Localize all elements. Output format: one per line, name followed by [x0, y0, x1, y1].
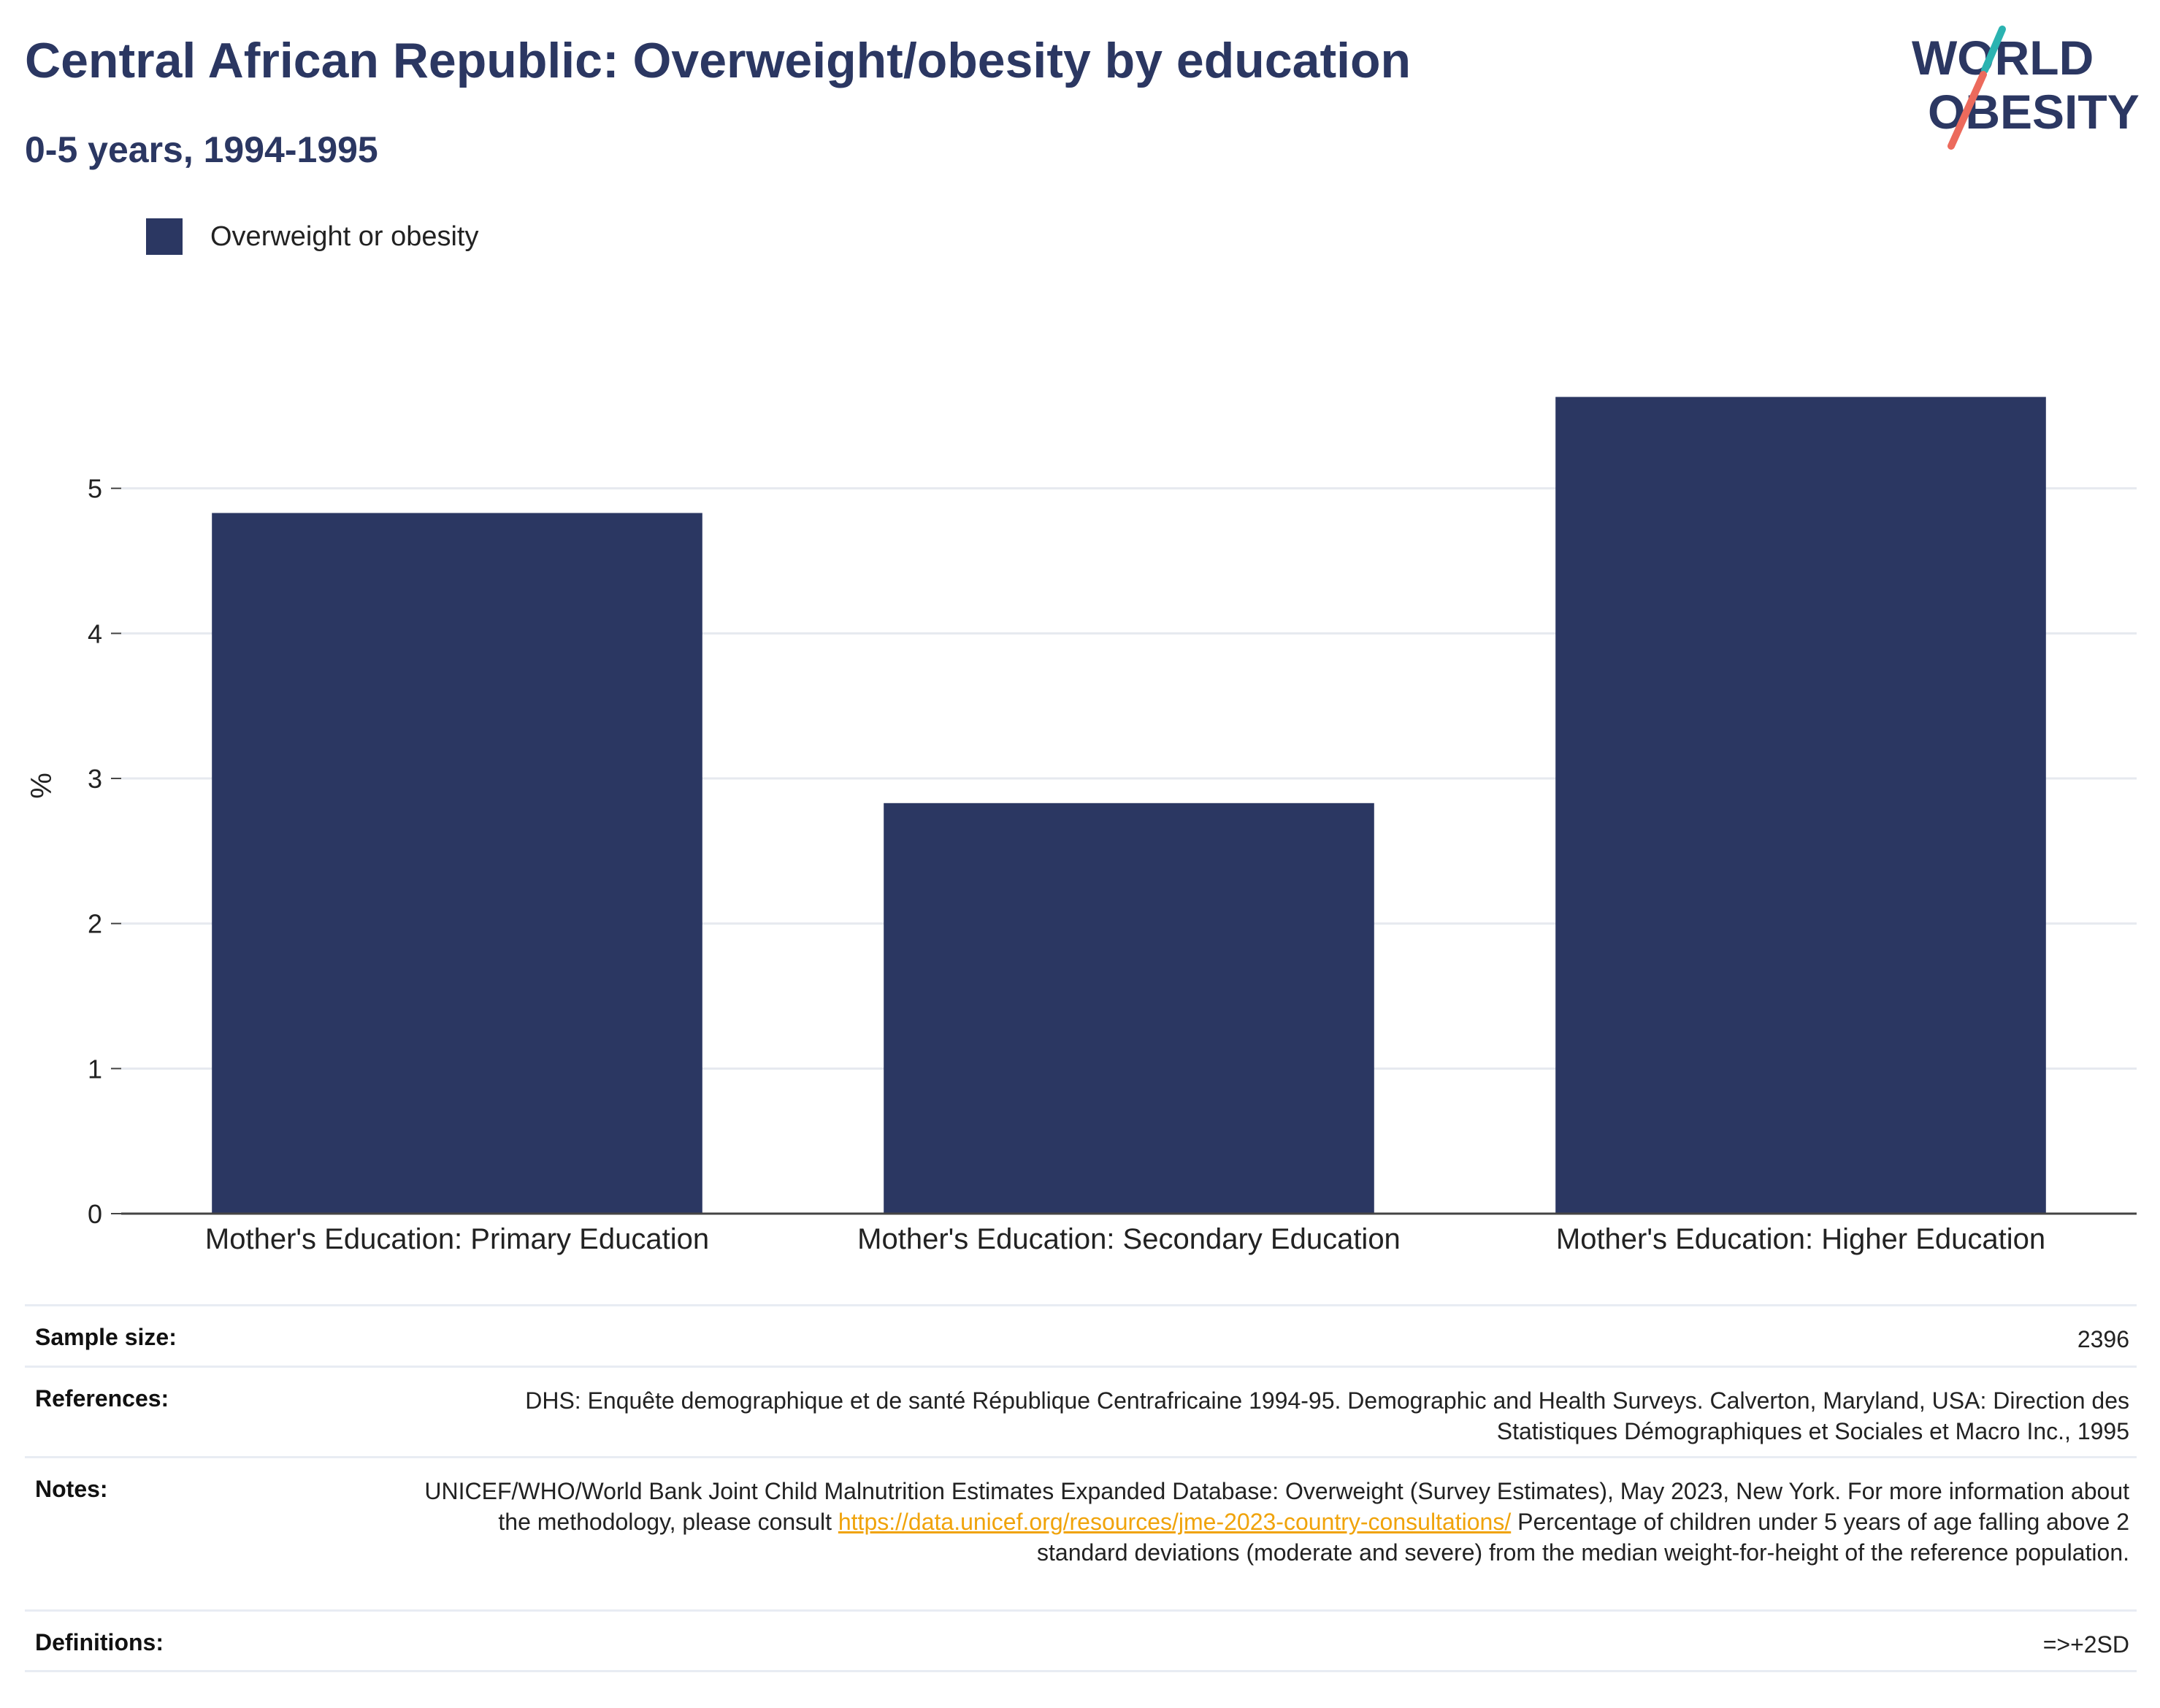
x-category-label: Mother's Education: Higher Education [1556, 1223, 2045, 1255]
bar [212, 513, 702, 1214]
bar [1555, 397, 2046, 1214]
x-category-label: Mother's Education: Primary Education [205, 1223, 709, 1255]
y-tick-label: 5 [88, 474, 102, 504]
notes-row: Notes: UNICEF/WHO/World Bank Joint Child… [25, 1456, 2137, 1609]
references-label: References: [35, 1385, 169, 1412]
world-obesity-logo: WORLD OBESITY [1912, 26, 2140, 150]
x-category-label: Mother's Education: Secondary Education [857, 1223, 1401, 1255]
sample-size-value: 2396 [2077, 1326, 2129, 1352]
notes-link[interactable]: https://data.unicef.org/resources/jme-20… [838, 1509, 1512, 1535]
chart-title: Central African Republic: Overweight/obe… [25, 33, 1412, 88]
y-tick-label: 0 [88, 1199, 102, 1229]
definitions-row: Definitions: =>+2SD [25, 1609, 2137, 1672]
references-row: References: DHS: Enquête demographique e… [25, 1366, 2137, 1456]
legend-swatch [146, 218, 183, 255]
references-value: DHS: Enquête demographique et de santé R… [525, 1387, 2129, 1444]
y-tick-label: 2 [88, 909, 102, 939]
notes-text-before: UNICEF/WHO/World Bank Joint Child Malnut… [424, 1478, 2129, 1535]
y-tick-label: 1 [88, 1054, 102, 1084]
y-axis-title: % [26, 773, 58, 799]
legend-label: Overweight or obesity [210, 221, 479, 252]
legend[interactable]: Overweight or obesity [146, 216, 479, 257]
bar-chart: 0 1 2 3 4 5% Mother's Education: Primary Educa… [26, 397, 2137, 1255]
definitions-label: Definitions: [35, 1629, 164, 1655]
info-table: Sample size: 2396 References: DHS: Enquê… [25, 1304, 2137, 1672]
bar [884, 803, 1374, 1214]
notes-text-after: Percentage of children under 5 years of … [1037, 1509, 2129, 1566]
sample-size-label: Sample size: [35, 1324, 177, 1350]
chart-subtitle: 0-5 years, 1994-1995 [25, 129, 378, 170]
y-tick-label: 3 [88, 764, 102, 794]
y-tick-label: 4 [88, 619, 102, 648]
sample-size-row: Sample size: 2396 [25, 1304, 2137, 1366]
definitions-value: =>+2SD [2042, 1631, 2129, 1658]
logo-slash-teal [1981, 26, 2006, 74]
notes-label: Notes: [35, 1476, 108, 1502]
logo-word-world: WORLD [1912, 31, 2094, 85]
notes-value: UNICEF/WHO/World Bank Joint Child Malnut… [413, 1476, 2129, 1568]
logo-slash-coral [1948, 71, 1987, 150]
